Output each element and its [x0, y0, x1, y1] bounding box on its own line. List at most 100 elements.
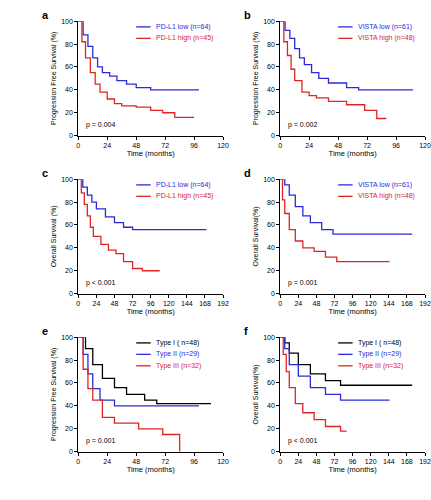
svg-text:Type II (n=29): Type II (n=29)	[156, 350, 199, 358]
svg-text:Progression Free Survival (%): Progression Free Survival (%)	[50, 32, 58, 125]
svg-text:48: 48	[111, 300, 119, 307]
svg-text:80: 80	[267, 199, 275, 206]
svg-text:p = 0.002: p = 0.002	[288, 121, 317, 129]
svg-text:0: 0	[76, 300, 80, 307]
svg-text:80: 80	[65, 357, 73, 364]
svg-text:Time (months): Time (months)	[329, 149, 378, 158]
svg-text:48: 48	[334, 142, 342, 149]
svg-text:100: 100	[263, 18, 275, 25]
svg-text:80: 80	[65, 41, 73, 48]
svg-text:96: 96	[349, 300, 357, 307]
svg-text:Time (months): Time (months)	[329, 307, 378, 316]
svg-text:60: 60	[65, 379, 73, 386]
svg-text:p = 0.004: p = 0.004	[86, 121, 115, 129]
svg-text:24: 24	[305, 142, 313, 149]
svg-text:Time (months): Time (months)	[329, 465, 378, 474]
svg-text:24: 24	[294, 300, 302, 307]
svg-text:PD-L1 high (n=45): PD-L1 high (n=45)	[156, 34, 213, 42]
svg-text:96: 96	[349, 458, 357, 465]
svg-text:20: 20	[267, 267, 275, 274]
svg-text:24: 24	[92, 300, 100, 307]
svg-text:96: 96	[147, 300, 155, 307]
svg-text:20: 20	[267, 109, 275, 116]
svg-text:0: 0	[271, 448, 275, 455]
svg-text:168: 168	[401, 458, 413, 465]
svg-text:100: 100	[61, 176, 73, 183]
svg-text:Type II (n=29): Type II (n=29)	[358, 350, 401, 358]
svg-text:96: 96	[392, 142, 400, 149]
svg-text:VISTA low (n=61): VISTA low (n=61)	[358, 23, 412, 31]
svg-text:p < 0.001: p < 0.001	[86, 279, 115, 287]
svg-text:0: 0	[271, 132, 275, 139]
svg-text:p = 0.001: p = 0.001	[86, 437, 115, 445]
svg-text:48: 48	[313, 458, 321, 465]
svg-text:60: 60	[65, 221, 73, 228]
svg-text:Time (months): Time (months)	[127, 465, 176, 474]
svg-text:c: c	[42, 167, 48, 179]
svg-text:40: 40	[267, 402, 275, 409]
svg-text:120: 120	[163, 300, 175, 307]
svg-text:0: 0	[278, 300, 282, 307]
svg-text:0: 0	[76, 142, 80, 149]
svg-text:120: 120	[217, 142, 229, 149]
svg-text:Type III (n=32): Type III (n=32)	[358, 362, 403, 370]
svg-text:PD-L1 high (n=45): PD-L1 high (n=45)	[156, 192, 213, 200]
svg-text:192: 192	[217, 300, 229, 307]
svg-text:20: 20	[267, 425, 275, 432]
svg-text:Progression Free Survival (%): Progression Free Survival (%)	[50, 348, 58, 441]
svg-text:Time (months): Time (months)	[127, 307, 176, 316]
svg-text:p < 0.001: p < 0.001	[288, 437, 317, 445]
svg-text:72: 72	[161, 142, 169, 149]
svg-text:d: d	[244, 167, 251, 179]
svg-text:72: 72	[331, 300, 339, 307]
svg-text:60: 60	[65, 63, 73, 70]
svg-text:72: 72	[331, 458, 339, 465]
svg-text:100: 100	[61, 334, 73, 341]
svg-text:168: 168	[199, 300, 211, 307]
svg-text:168: 168	[401, 300, 413, 307]
svg-text:120: 120	[217, 458, 229, 465]
svg-text:0: 0	[271, 290, 275, 297]
svg-text:40: 40	[267, 244, 275, 251]
svg-text:24: 24	[103, 458, 111, 465]
svg-text:0: 0	[69, 132, 73, 139]
svg-text:VISTA low (n=61): VISTA low (n=61)	[358, 181, 412, 189]
svg-text:VISTA high (n=48): VISTA high (n=48)	[358, 34, 415, 42]
svg-text:Type I ( n=48): Type I ( n=48)	[358, 339, 401, 347]
svg-text:72: 72	[363, 142, 371, 149]
svg-text:0: 0	[278, 458, 282, 465]
svg-text:a: a	[42, 9, 49, 21]
svg-text:120: 120	[419, 142, 431, 149]
svg-text:20: 20	[65, 109, 73, 116]
svg-text:f: f	[244, 325, 248, 337]
svg-text:Overall Survival (%): Overall Survival (%)	[50, 205, 58, 267]
svg-text:72: 72	[129, 300, 137, 307]
svg-text:40: 40	[65, 244, 73, 251]
svg-text:20: 20	[65, 425, 73, 432]
svg-text:Overall Survival(%): Overall Survival(%)	[252, 206, 260, 266]
svg-text:0: 0	[69, 290, 73, 297]
svg-text:48: 48	[313, 300, 321, 307]
svg-text:Progression Free Survival (%): Progression Free Survival (%)	[252, 32, 260, 125]
svg-text:144: 144	[383, 300, 395, 307]
svg-text:80: 80	[65, 199, 73, 206]
svg-text:120: 120	[365, 458, 377, 465]
svg-text:24: 24	[294, 458, 302, 465]
svg-text:20: 20	[65, 267, 73, 274]
svg-text:Overall Survival(%): Overall Survival(%)	[252, 364, 260, 424]
svg-text:96: 96	[190, 458, 198, 465]
svg-text:24: 24	[103, 142, 111, 149]
svg-text:40: 40	[65, 86, 73, 93]
svg-text:48: 48	[132, 142, 140, 149]
svg-text:Time (months): Time (months)	[127, 149, 176, 158]
svg-text:192: 192	[419, 458, 431, 465]
svg-text:144: 144	[383, 458, 395, 465]
svg-text:100: 100	[61, 18, 73, 25]
svg-text:80: 80	[267, 357, 275, 364]
svg-text:0: 0	[69, 448, 73, 455]
svg-text:p = 0.001: p = 0.001	[288, 279, 317, 287]
svg-text:96: 96	[190, 142, 198, 149]
svg-text:100: 100	[263, 176, 275, 183]
svg-text:144: 144	[181, 300, 193, 307]
svg-text:Type III (n=32): Type III (n=32)	[156, 362, 201, 370]
